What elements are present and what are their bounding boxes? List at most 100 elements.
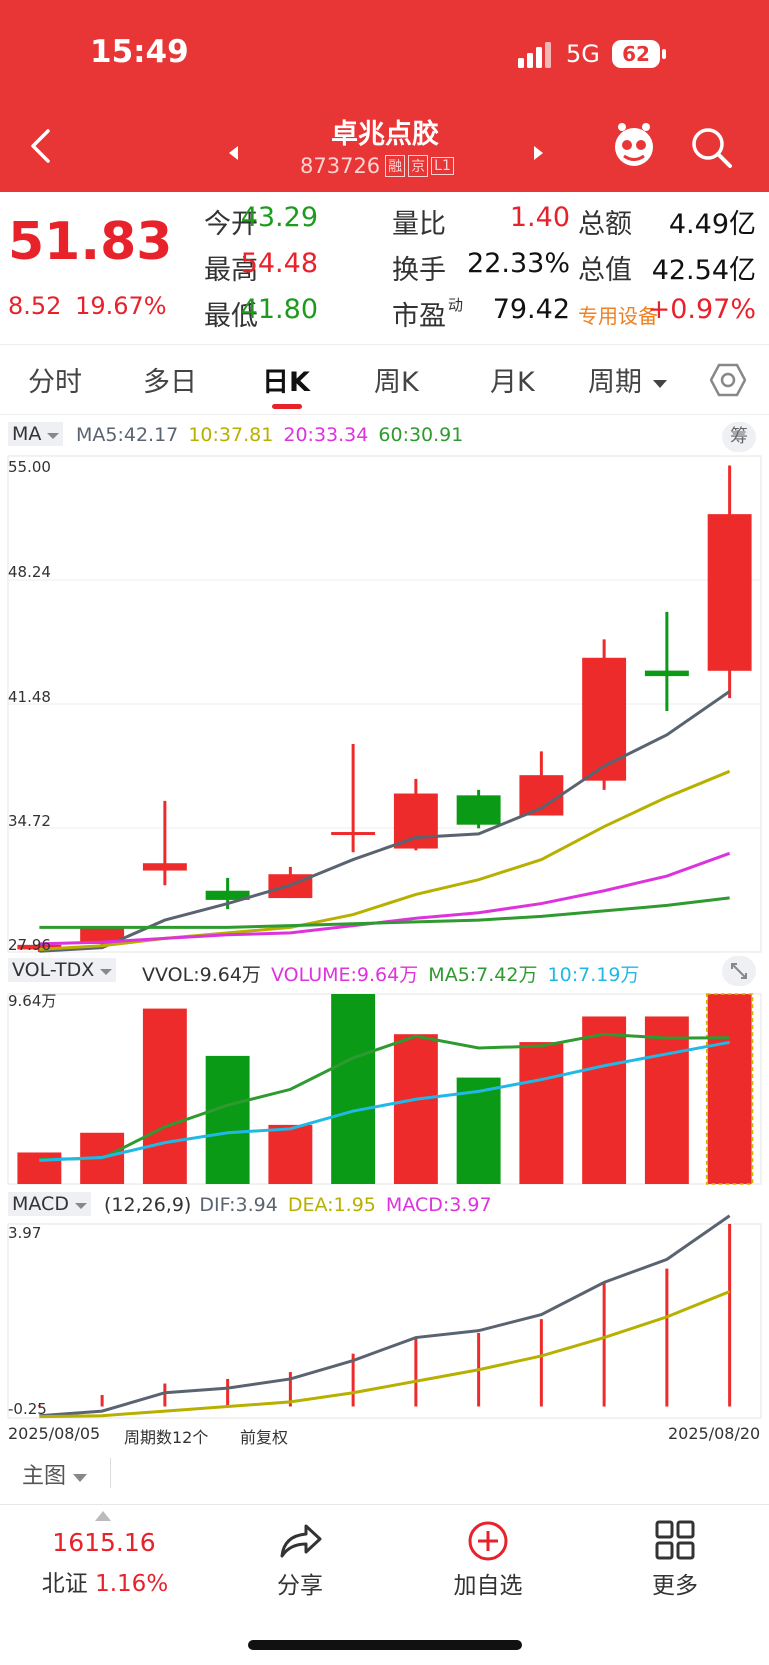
caret-down-icon <box>73 1474 88 1482</box>
vol-selector[interactable]: VOL-TDX <box>8 958 117 982</box>
quote-value: 1.40 <box>509 202 570 233</box>
stock-code: 873726 <box>300 154 381 178</box>
price-axis-label: 41.48 <box>8 688 51 706</box>
battery-level: 62 <box>622 42 650 66</box>
divider <box>0 344 769 345</box>
candle-up <box>582 657 627 781</box>
dif-value: DIF:3.94 <box>199 1194 278 1216</box>
candle-up <box>393 793 438 849</box>
search-icon[interactable] <box>690 126 734 170</box>
share-button[interactable]: 分享 <box>277 1573 323 1599</box>
macd-selector[interactable]: MACD <box>8 1192 92 1216</box>
main-chart-toggle[interactable]: 主图 <box>22 1458 88 1490</box>
period-count: 周期数12个 <box>124 1428 209 1447</box>
more-grid-icon[interactable] <box>655 1520 695 1560</box>
end-date: 2025/08/20 <box>668 1424 761 1443</box>
start-date: 2025/08/05 <box>8 1424 101 1443</box>
divider <box>0 1504 769 1505</box>
candle-up <box>331 832 376 836</box>
tag-level: L1 <box>431 157 454 175</box>
ma-selector[interactable]: MA <box>8 422 64 446</box>
chip-distribution-button[interactable]: 筹 <box>722 422 756 452</box>
add-watchlist-icon[interactable] <box>467 1520 509 1562</box>
kline-chart-area[interactable] <box>0 0 769 1440</box>
index-change: 1.16% <box>95 1571 169 1597</box>
settings-hex-icon[interactable] <box>710 362 746 398</box>
tab-intraday[interactable]: 分时 <box>28 367 82 398</box>
macd-axis-label: 3.97 <box>8 1224 42 1242</box>
candle-up <box>80 927 125 944</box>
adjust-mode[interactable]: 前复权 <box>240 1428 289 1447</box>
share-icon[interactable] <box>278 1522 322 1560</box>
price-axis-label: 55.00 <box>8 458 51 476</box>
main-chart-toggle-label: 主图 <box>22 1464 67 1489</box>
vol-ma10-value: 10:7.19万 <box>547 964 640 986</box>
volume-bar <box>331 994 376 1184</box>
quote-label: 市盈 <box>392 301 446 332</box>
volume-bar <box>582 1016 627 1184</box>
stock-code-row: 873726 融 京 L1 <box>300 152 454 180</box>
tab-period[interactable]: 周期 <box>588 360 667 399</box>
index-value[interactable]: 1615.16 <box>52 1528 156 1557</box>
tab-monthly-k[interactable]: 月K <box>490 367 535 398</box>
candle-up <box>17 944 62 950</box>
status-time: 15:49 <box>90 34 189 70</box>
index-name-row[interactable]: 北证 1.16% <box>30 1564 180 1598</box>
quote-value: 43.29 <box>240 202 318 233</box>
tab-period-label: 周期 <box>588 367 642 398</box>
price-axis-label: 48.24 <box>8 563 51 581</box>
quote-label: 最低 <box>204 301 258 332</box>
ma10-value: 10:37.81 <box>188 424 274 446</box>
tab-active-indicator <box>272 404 302 409</box>
caret-down-icon <box>652 379 667 388</box>
volume-bar <box>707 994 752 1184</box>
index-name: 北证 <box>41 1571 88 1597</box>
candle-down <box>205 890 250 900</box>
volume-bar <box>268 1124 313 1184</box>
macd-params: (12,26,9) <box>104 1194 192 1216</box>
tab-multi-day[interactable]: 多日 <box>143 367 197 398</box>
volume-bar <box>644 1016 689 1184</box>
caret-down-icon <box>47 433 60 439</box>
divider <box>0 414 769 415</box>
tab-daily-k[interactable]: 日K <box>262 367 310 398</box>
add-watchlist-button[interactable]: 加自选 <box>453 1573 523 1599</box>
robot-assistant-icon[interactable] <box>612 120 656 170</box>
ma-values: MA5:42.17 10:37.81 20:33.34 60:30.91 <box>76 424 463 446</box>
macd-values: (12,26,9) DIF:3.94 DEA:1.95 MACD:3.97 <box>104 1194 492 1216</box>
volume-ma-line <box>39 1040 730 1162</box>
back-icon[interactable] <box>26 128 54 164</box>
price-change-pct: 19.67% <box>75 292 167 320</box>
signal-icon <box>518 42 551 68</box>
quote-value: 41.80 <box>240 294 318 325</box>
quote-value: 4.49亿 <box>668 209 756 240</box>
volume-bar <box>205 1055 250 1184</box>
quote-value: 42.54亿 <box>651 255 756 286</box>
ma-line-60 <box>39 896 730 929</box>
tab-weekly-k[interactable]: 周K <box>374 367 419 398</box>
caret-down-icon <box>75 1203 88 1209</box>
candle-up <box>142 863 187 871</box>
caret-down-icon <box>100 969 113 975</box>
macd-value: MACD:3.97 <box>385 1194 492 1216</box>
volume-ma-line <box>39 1032 730 1161</box>
dea-value: DEA:1.95 <box>287 1194 376 1216</box>
pe-dynamic-superscript: 动 <box>448 296 464 314</box>
next-stock-icon[interactable] <box>532 146 544 160</box>
home-indicator <box>248 1640 522 1650</box>
volume-panel-frame <box>7 993 762 1185</box>
ma-line-ma5 <box>39 690 731 953</box>
battery-tip <box>662 49 666 59</box>
prev-stock-icon[interactable] <box>228 146 240 160</box>
quote-label[interactable]: 专用设备 <box>578 304 658 328</box>
quote-value: +0.97% <box>647 294 756 325</box>
expand-icon[interactable] <box>722 956 756 986</box>
volume-selection-marker <box>705 993 754 1185</box>
ma-selector-label: MA <box>12 423 42 445</box>
more-button[interactable]: 更多 <box>652 1573 698 1599</box>
candle-down <box>456 795 501 825</box>
last-price-value: 51.83 <box>8 212 173 272</box>
macd-panel-frame <box>7 1223 762 1419</box>
divider <box>110 1458 111 1488</box>
quote-label: 总值 <box>578 255 632 286</box>
